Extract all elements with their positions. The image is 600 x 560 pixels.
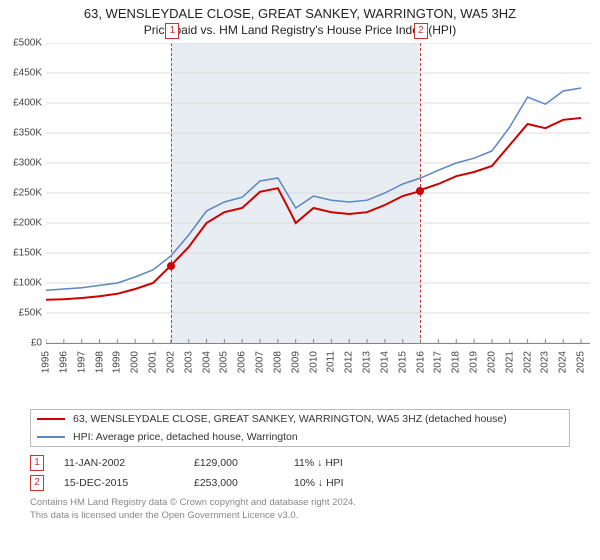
line-svg: [46, 43, 590, 343]
x-tick-label: 2001: [148, 351, 159, 373]
sale-row: 1 11-JAN-2002 £129,000 11% ↓ HPI: [30, 453, 570, 473]
y-tick-label: £250K: [13, 188, 42, 199]
y-tick-label: £0: [31, 338, 42, 349]
x-tick-label: 2009: [290, 351, 301, 373]
footer-line2: This data is licensed under the Open Gov…: [30, 510, 570, 523]
sale-diff: 10% ↓ HPI: [294, 477, 414, 489]
title-line2: Price paid vs. HM Land Registry's House …: [0, 23, 600, 37]
titles: 63, WENSLEYDALE CLOSE, GREAT SANKEY, WAR…: [0, 0, 600, 37]
x-tick-label: 2010: [308, 351, 319, 373]
chart-container: 63, WENSLEYDALE CLOSE, GREAT SANKEY, WAR…: [0, 0, 600, 523]
legend: 63, WENSLEYDALE CLOSE, GREAT SANKEY, WAR…: [30, 409, 570, 447]
x-tick-label: 2023: [540, 351, 551, 373]
x-tick-label: 2017: [433, 351, 444, 373]
y-tick-label: £50K: [19, 308, 42, 319]
plot-region: 12: [46, 43, 590, 344]
y-tick-label: £150K: [13, 248, 42, 259]
legend-swatch: [37, 436, 65, 438]
x-tick-label: 1997: [76, 351, 87, 373]
sales-table: 1 11-JAN-2002 £129,000 11% ↓ HPI 2 15-DE…: [30, 453, 570, 493]
legend-item-property: 63, WENSLEYDALE CLOSE, GREAT SANKEY, WAR…: [31, 410, 569, 428]
x-tick-label: 2014: [379, 351, 390, 373]
y-tick-label: £100K: [13, 278, 42, 289]
sale-diff: 11% ↓ HPI: [294, 457, 414, 469]
x-tick-label: 2005: [219, 351, 230, 373]
x-tick-label: 2022: [522, 351, 533, 373]
footer-line1: Contains HM Land Registry data © Crown c…: [30, 497, 570, 510]
x-tick-label: 2013: [362, 351, 373, 373]
callout-box: 1: [165, 23, 179, 39]
sale-row: 2 15-DEC-2015 £253,000 10% ↓ HPI: [30, 473, 570, 493]
y-tick-label: £500K: [13, 38, 42, 49]
sale-date: 11-JAN-2002: [64, 457, 194, 469]
x-tick-label: 2015: [397, 351, 408, 373]
sale-marker-box: 2: [30, 475, 44, 491]
x-tick-label: 2011: [326, 351, 337, 373]
legend-label: HPI: Average price, detached house, Warr…: [73, 431, 298, 443]
legend-item-hpi: HPI: Average price, detached house, Warr…: [31, 428, 569, 446]
x-tick-label: 2004: [201, 351, 212, 373]
sale-marker-dot: [416, 187, 424, 195]
x-tick-label: 2024: [558, 351, 569, 373]
x-tick-label: 2018: [451, 351, 462, 373]
x-tick-label: 2021: [504, 351, 515, 373]
x-tick-label: 2007: [255, 351, 266, 373]
x-tick-label: 2016: [415, 351, 426, 373]
title-line1: 63, WENSLEYDALE CLOSE, GREAT SANKEY, WAR…: [0, 6, 600, 21]
x-tick-label: 2019: [469, 351, 480, 373]
x-tick-label: 1995: [41, 351, 52, 373]
x-tick-label: 2006: [237, 351, 248, 373]
x-tick-label: 2012: [344, 351, 355, 373]
series-line: [46, 118, 581, 300]
y-axis-labels: £0£50K£100K£150K£200K£250K£300K£350K£400…: [0, 43, 46, 343]
x-tick-label: 2002: [165, 351, 176, 373]
x-tick-label: 1998: [94, 351, 105, 373]
footer: Contains HM Land Registry data © Crown c…: [30, 497, 570, 523]
chart-area: £0 £50K £100K £150K £200K £250K £300K £350K £400…: [0, 43, 600, 403]
sale-marker-dot: [167, 262, 175, 270]
x-axis-labels: 1995199619971998199920002001200220032004…: [46, 347, 590, 401]
legend-swatch: [37, 418, 65, 420]
sale-date: 15-DEC-2015: [64, 477, 194, 489]
y-tick-label: £300K: [13, 158, 42, 169]
x-tick-label: 2003: [183, 351, 194, 373]
sale-marker-box: 1: [30, 455, 44, 471]
sale-price: £253,000: [194, 477, 294, 489]
x-tick-label: 2000: [130, 351, 141, 373]
callout-box: 2: [414, 23, 428, 39]
x-tick-label: 2008: [272, 351, 283, 373]
sale-price: £129,000: [194, 457, 294, 469]
series-line: [46, 88, 581, 290]
y-tick-label: £450K: [13, 68, 42, 79]
x-tick-label: 1999: [112, 351, 123, 373]
x-tick-label: 1996: [58, 351, 69, 373]
y-tick-label: £400K: [13, 98, 42, 109]
legend-label: 63, WENSLEYDALE CLOSE, GREAT SANKEY, WAR…: [73, 413, 507, 425]
y-tick-label: £200K: [13, 218, 42, 229]
x-tick-label: 2025: [576, 351, 587, 373]
y-tick-label: £350K: [13, 128, 42, 139]
x-tick-label: 2020: [486, 351, 497, 373]
